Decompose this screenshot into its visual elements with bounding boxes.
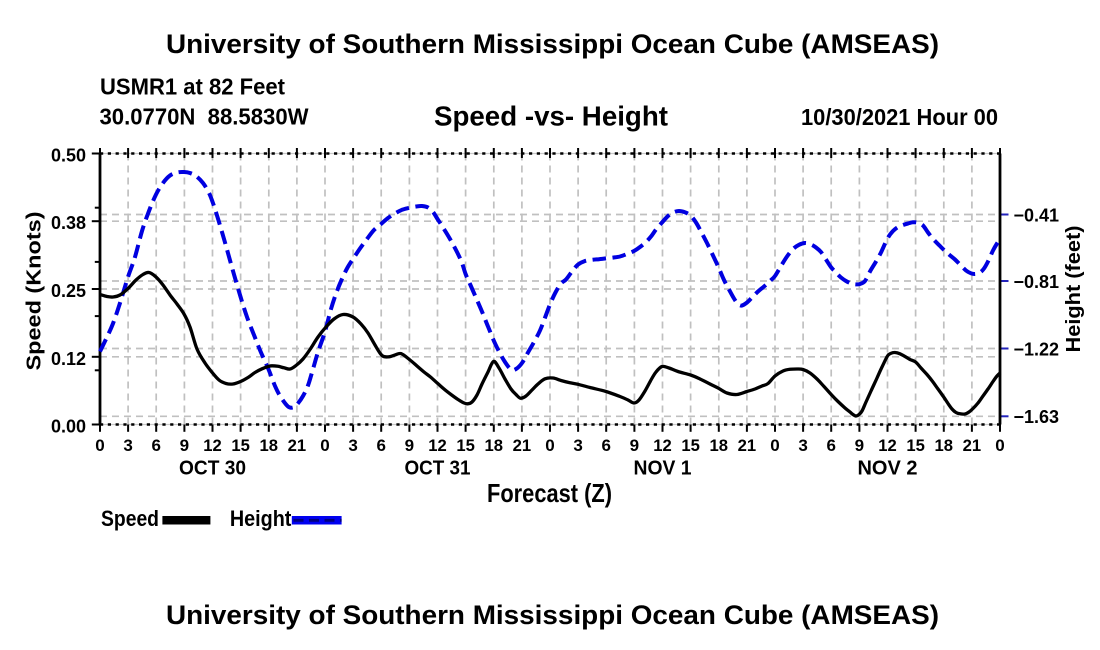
svg-text:3: 3 (123, 436, 132, 455)
svg-text:Forecast (Z): Forecast (Z) (487, 478, 612, 508)
svg-text:USMR1 at 82 Feet: USMR1 at 82 Feet (100, 74, 285, 100)
svg-text:University of Southern Mississ: University of Southern Mississippi Ocean… (166, 600, 939, 630)
svg-text:NOV 1: NOV 1 (634, 458, 692, 480)
svg-text:3: 3 (798, 436, 807, 455)
svg-text:9: 9 (630, 436, 639, 455)
svg-text:0: 0 (95, 436, 104, 455)
svg-text:18: 18 (935, 436, 954, 455)
svg-text:12: 12 (878, 436, 897, 455)
svg-text:15: 15 (906, 436, 925, 455)
svg-text:0.25: 0.25 (51, 281, 86, 301)
svg-text:15: 15 (231, 436, 250, 455)
svg-text:0.12: 0.12 (51, 349, 86, 369)
svg-text:0: 0 (770, 436, 779, 455)
svg-text:18: 18 (710, 436, 729, 455)
svg-text:0: 0 (320, 436, 329, 455)
svg-text:0.00: 0.00 (51, 417, 86, 437)
svg-text:15: 15 (456, 436, 475, 455)
svg-text:6: 6 (826, 436, 835, 455)
svg-text:Height: Height (230, 506, 292, 531)
svg-text:Speed (Knots): Speed (Knots) (24, 212, 46, 371)
svg-text:NOV 2: NOV 2 (858, 458, 918, 480)
svg-text:Height (feet): Height (feet) (1063, 226, 1085, 353)
svg-text:0.50: 0.50 (51, 146, 86, 166)
svg-text:6: 6 (151, 436, 160, 455)
svg-text:18: 18 (485, 436, 504, 455)
svg-text:−0.41: −0.41 (1014, 206, 1060, 226)
svg-text:9: 9 (855, 436, 864, 455)
svg-text:OCT 30: OCT 30 (179, 458, 246, 480)
svg-text:University of Southern Mississ: University of Southern Mississippi Ocean… (166, 29, 939, 59)
svg-text:Speed -vs- Height: Speed -vs- Height (434, 101, 668, 132)
svg-text:10/30/2021 Hour 00: 10/30/2021 Hour 00 (801, 104, 998, 130)
svg-text:21: 21 (963, 436, 982, 455)
svg-text:21: 21 (288, 436, 307, 455)
svg-text:OCT 31: OCT 31 (405, 458, 471, 480)
svg-text:12: 12 (428, 436, 447, 455)
svg-text:−1.22: −1.22 (1014, 340, 1060, 360)
svg-text:Speed: Speed (101, 506, 159, 531)
svg-text:9: 9 (405, 436, 414, 455)
svg-text:21: 21 (513, 436, 532, 455)
svg-text:−1.63: −1.63 (1014, 407, 1060, 427)
svg-text:12: 12 (203, 436, 222, 455)
svg-text:9: 9 (180, 436, 189, 455)
svg-text:3: 3 (573, 436, 582, 455)
svg-text:0: 0 (545, 436, 554, 455)
svg-text:6: 6 (376, 436, 385, 455)
svg-text:12: 12 (653, 436, 672, 455)
svg-text:21: 21 (738, 436, 757, 455)
svg-text:3: 3 (348, 436, 357, 455)
svg-text:−0.81: −0.81 (1014, 272, 1060, 292)
svg-text:6: 6 (601, 436, 610, 455)
svg-text:0.38: 0.38 (51, 213, 86, 233)
svg-text:30.0770N 88.5830W: 30.0770N 88.5830W (100, 104, 309, 130)
svg-text:18: 18 (260, 436, 279, 455)
svg-text:15: 15 (681, 436, 700, 455)
svg-text:0: 0 (995, 436, 1004, 455)
